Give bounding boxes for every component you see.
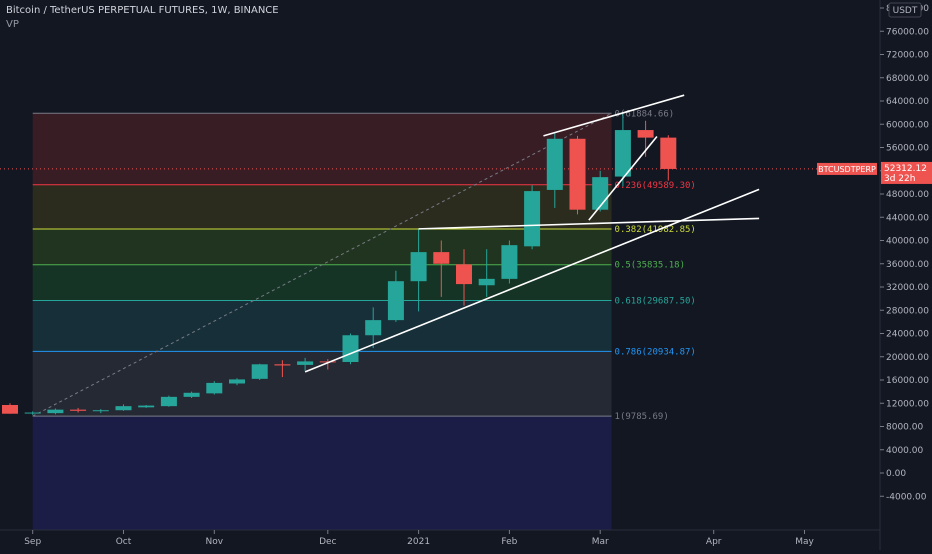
price-tick-label: 32000.00 bbox=[886, 283, 929, 293]
fib-level-label: 0(61884.66) bbox=[615, 109, 675, 119]
price-tick-label: 44000.00 bbox=[886, 213, 929, 223]
price-tick-label: 0.00 bbox=[886, 469, 906, 479]
currency-badge[interactable] bbox=[888, 2, 922, 18]
candle-body[interactable] bbox=[115, 406, 132, 411]
symbol-tag bbox=[817, 162, 877, 175]
candle-body[interactable] bbox=[2, 404, 18, 414]
candle-body[interactable] bbox=[478, 278, 495, 286]
fib-diagonal[interactable] bbox=[32, 112, 612, 417]
fib-level-label: 0.236(49589.30) bbox=[615, 181, 696, 191]
price-tick-label: 48000.00 bbox=[886, 190, 929, 200]
candle-body[interactable] bbox=[206, 382, 223, 394]
symbol-title[interactable]: Bitcoin / TetherUS PERPETUAL FUTURES, 1W… bbox=[6, 5, 279, 16]
price-tick-label: 12000.00 bbox=[886, 399, 929, 409]
candle-body[interactable] bbox=[297, 361, 314, 365]
fib-zone bbox=[32, 264, 612, 301]
bar-countdown: 3d 22h bbox=[884, 174, 915, 184]
price-tick-label: 64000.00 bbox=[886, 97, 929, 107]
candle-body[interactable] bbox=[160, 396, 177, 407]
time-tick-label: Nov bbox=[206, 537, 224, 547]
price-tick-label: 40000.00 bbox=[886, 237, 929, 247]
candle-body[interactable] bbox=[274, 364, 291, 366]
candle-body[interactable] bbox=[501, 245, 518, 279]
candle-body[interactable] bbox=[524, 191, 541, 247]
chart-header: Bitcoin / TetherUS PERPETUAL FUTURES, 1W… bbox=[6, 4, 279, 32]
trendline[interactable] bbox=[304, 188, 760, 373]
candle-body[interactable] bbox=[410, 252, 427, 282]
trendline[interactable] bbox=[418, 217, 760, 230]
time-tick-label: Mar bbox=[592, 537, 609, 547]
candle-body[interactable] bbox=[24, 412, 41, 414]
price-tick-label: 28000.00 bbox=[886, 306, 929, 316]
price-tick-label: 68000.00 bbox=[886, 74, 929, 84]
fib-level-label: 0.382(41982.85) bbox=[615, 225, 696, 235]
time-tick-label: Feb bbox=[501, 537, 517, 547]
trendline[interactable] bbox=[588, 135, 658, 221]
symbol-tag-label: BTCUSDTPERP bbox=[818, 165, 876, 174]
candle-body[interactable] bbox=[70, 409, 87, 411]
time-tick-label: Sep bbox=[24, 537, 41, 547]
candle-body[interactable] bbox=[342, 335, 359, 362]
candle-body[interactable] bbox=[251, 364, 268, 379]
candle-body[interactable] bbox=[387, 281, 404, 321]
price-tick-label: 76000.00 bbox=[886, 27, 929, 37]
candle-body[interactable] bbox=[569, 138, 586, 210]
fib-zone bbox=[32, 300, 612, 352]
candle-body[interactable] bbox=[138, 405, 155, 408]
price-tick-label: 56000.00 bbox=[886, 144, 929, 154]
candle-body[interactable] bbox=[660, 137, 677, 169]
price-tick-label: 8000.00 bbox=[886, 423, 923, 433]
time-tick-label: 2021 bbox=[407, 537, 430, 547]
candle-body[interactable] bbox=[546, 138, 563, 190]
price-tick-label: 24000.00 bbox=[886, 330, 929, 340]
time-tick-label: May bbox=[795, 537, 814, 547]
candle-body[interactable] bbox=[183, 392, 200, 397]
last-price-value: 52312.12 bbox=[884, 164, 927, 174]
candle-body[interactable] bbox=[433, 252, 450, 264]
candle-body[interactable] bbox=[365, 320, 382, 336]
last-price-tag bbox=[881, 161, 932, 184]
indicator-label[interactable]: VP bbox=[6, 19, 19, 30]
candle-body[interactable] bbox=[229, 379, 245, 384]
time-tick-label: Apr bbox=[706, 537, 722, 547]
candle-body[interactable] bbox=[614, 130, 631, 177]
time-tick-label: Dec bbox=[319, 537, 336, 547]
fib-level-label: 0.618(29687.50) bbox=[615, 296, 696, 306]
candle-body[interactable] bbox=[456, 264, 472, 285]
time-tick-label: Oct bbox=[116, 537, 132, 547]
fib-level-label: 0.5(35835.18) bbox=[615, 261, 685, 271]
price-tick-label: 4000.00 bbox=[886, 446, 923, 456]
candle-body[interactable] bbox=[47, 409, 64, 414]
price-tick-label: 60000.00 bbox=[886, 120, 929, 130]
price-tick-label: -4000.00 bbox=[886, 492, 927, 502]
price-tick-label: 72000.00 bbox=[886, 51, 929, 61]
fib-level-label: 1(9785.69) bbox=[615, 412, 669, 422]
fib-zone bbox=[32, 416, 612, 530]
price-tick-label: 16000.00 bbox=[886, 376, 929, 386]
currency-badge-label[interactable]: USDT bbox=[893, 6, 918, 16]
candle-body[interactable] bbox=[637, 130, 654, 138]
fib-zone bbox=[32, 113, 612, 185]
price-tick-label: 20000.00 bbox=[886, 353, 929, 363]
candle-body[interactable] bbox=[92, 410, 109, 412]
trendline[interactable] bbox=[543, 94, 685, 137]
fib-level-label: 0.786(20934.87) bbox=[615, 347, 696, 357]
candle-body[interactable] bbox=[592, 177, 609, 210]
price-tick-label: 36000.00 bbox=[886, 260, 929, 270]
fib-zone bbox=[32, 184, 612, 229]
